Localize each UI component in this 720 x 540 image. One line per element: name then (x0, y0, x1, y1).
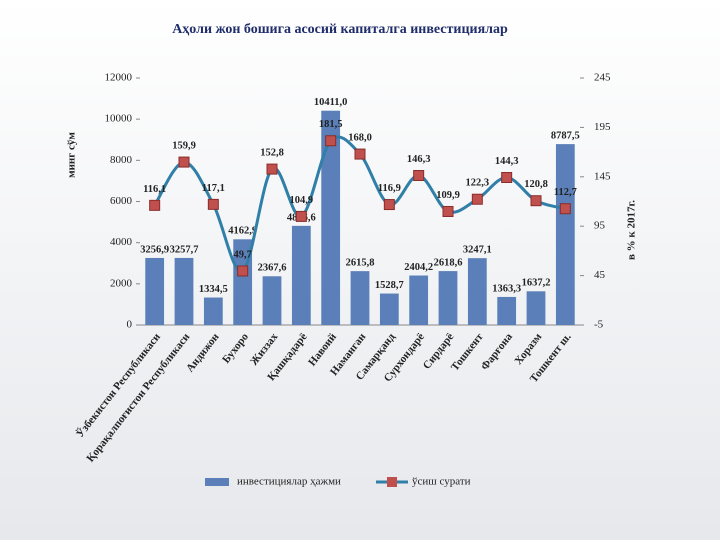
y-tick-label: 12000 (105, 72, 133, 84)
marker (471, 193, 483, 205)
bar (145, 257, 165, 325)
value-label: 122,3 (466, 178, 490, 189)
y-tick-label: 10000 (105, 113, 133, 125)
value-label: 2615,8 (346, 258, 375, 269)
marker (207, 198, 219, 210)
legend-label: ўсиш сурати (412, 476, 471, 488)
value-label: 159,9 (172, 140, 196, 151)
x-tick-label: Фарғона (479, 331, 515, 373)
bar (438, 271, 458, 325)
value-label: 120,8 (524, 179, 548, 190)
marker (354, 148, 366, 160)
y-tick-label: 6000 (110, 195, 133, 207)
y2-tick-label: 145 (594, 170, 611, 182)
marker (325, 135, 337, 147)
value-label: 168,0 (348, 132, 372, 143)
value-label: 144,3 (495, 156, 519, 167)
bar (409, 275, 429, 325)
marker (530, 195, 542, 207)
legend-swatch (387, 477, 397, 487)
y2-tick-label: 45 (594, 269, 606, 281)
value-label: 1637,2 (522, 278, 551, 289)
bar (379, 293, 399, 325)
marker (501, 171, 513, 183)
y2-tick-label: 245 (594, 72, 611, 84)
value-label: 152,8 (260, 147, 284, 158)
y-tick-label: 4000 (110, 236, 133, 248)
bar (174, 257, 194, 325)
marker (237, 265, 249, 277)
value-label: 109,9 (436, 190, 460, 201)
value-label: 3257,7 (170, 244, 199, 255)
value-label: 3247,1 (463, 245, 492, 256)
bar (526, 291, 546, 325)
y2-tick-label: 195 (594, 121, 611, 133)
line (153, 135, 566, 273)
bar (262, 276, 282, 325)
value-label: 1363,3 (492, 283, 521, 294)
y-tick-label: 8000 (110, 154, 133, 166)
marker (295, 210, 307, 222)
marker (266, 163, 278, 175)
value-label: 3256,9 (140, 244, 169, 255)
value-label: 2404,2 (404, 262, 433, 273)
marker (413, 170, 425, 182)
marker (178, 156, 190, 168)
value-label: 104,9 (290, 195, 314, 206)
value-label: 112,7 (554, 187, 577, 198)
y2-axis-label: в % к 2017г. (626, 200, 638, 260)
marker (383, 199, 395, 211)
value-label: 1528,7 (375, 280, 404, 291)
value-label: 2618,6 (434, 258, 463, 269)
value-label: 146,3 (407, 154, 431, 165)
y-tick-label: 2000 (110, 277, 133, 289)
value-label: 10411,0 (314, 97, 348, 108)
bar (350, 271, 370, 325)
marker (442, 205, 454, 217)
value-label: 117,1 (202, 183, 225, 194)
bar (291, 225, 311, 325)
marker (559, 203, 571, 215)
marker (149, 199, 161, 211)
bar (555, 144, 575, 325)
value-label: 8787,5 (551, 131, 580, 142)
bar (203, 297, 223, 325)
bar (321, 110, 341, 326)
y2-tick-label: 95 (594, 220, 606, 232)
bar (497, 296, 517, 325)
y-axis-label: минг сўм (66, 132, 78, 178)
value-label: 4162,9 (228, 226, 257, 237)
value-label: 181,5 (319, 119, 343, 130)
value-label: 116,9 (378, 183, 401, 194)
value-label: 49,7 (233, 249, 251, 260)
bar (467, 258, 487, 325)
value-label: 1334,5 (199, 284, 228, 295)
legend-swatch (205, 478, 229, 486)
y2-tick-label: -5 (594, 319, 604, 331)
chart-title: Аҳоли жон бошига асосий капиталга инвест… (172, 22, 508, 37)
value-label: 116,1 (143, 184, 166, 195)
legend-label: инвестициялар ҳажми (237, 476, 341, 488)
y-tick-label: 0 (127, 319, 133, 331)
value-label: 2367,6 (258, 263, 287, 274)
